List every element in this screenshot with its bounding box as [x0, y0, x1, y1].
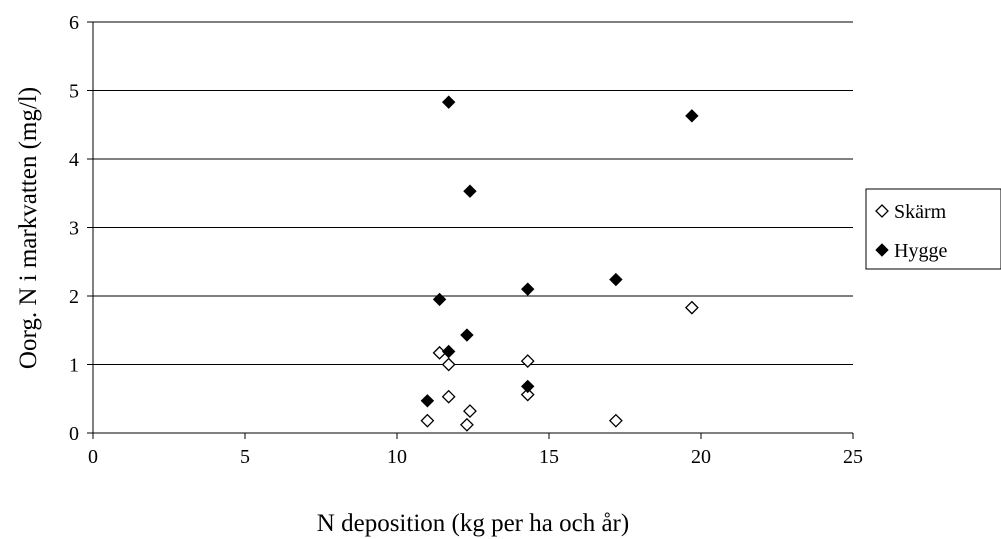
skarm-point — [441, 357, 456, 372]
skarm-point — [520, 354, 535, 368]
legend-label: Hygge — [894, 240, 947, 262]
x-tick-label: 25 — [843, 446, 863, 468]
hygge-point — [521, 282, 535, 296]
skarm-point — [420, 413, 435, 428]
x-tick-labels: 0 5 10 15 20 25 — [88, 446, 863, 468]
skarm-point — [520, 387, 535, 402]
hygge-point — [609, 272, 623, 287]
x-tick-label: 10 — [387, 446, 407, 468]
hygge-point — [432, 292, 447, 307]
hygge-point — [420, 394, 435, 408]
skarm-point — [441, 389, 456, 404]
y-tick-label: 3 — [69, 218, 79, 240]
legend-box — [865, 188, 1001, 270]
x-axis-title: N deposition (kg per ha och år) — [317, 510, 629, 537]
hygge-point — [441, 95, 456, 109]
y-tick-label: 0 — [69, 423, 79, 445]
legend: Skärm Hygge — [865, 188, 1001, 270]
y-axis-title: Oorg. N i markvatten (mg/l) — [15, 87, 42, 369]
data-points — [420, 95, 699, 432]
skarm-point — [463, 404, 477, 418]
x-tick-label: 20 — [691, 446, 711, 468]
axes — [87, 21, 854, 439]
y-tick-label: 1 — [69, 355, 79, 377]
skarm-point — [684, 300, 699, 315]
y-tick-label: 5 — [69, 81, 79, 103]
hygge-point — [685, 109, 699, 123]
y-tick-label: 4 — [69, 149, 79, 171]
y-tick-label: 6 — [69, 12, 79, 34]
x-tick-label: 5 — [240, 446, 250, 468]
hygge-point — [460, 328, 474, 342]
y-tick-labels: 0 1 2 3 4 5 6 — [69, 12, 79, 445]
skarm-point — [460, 417, 474, 432]
hygge-point — [463, 184, 477, 198]
hygge-point — [521, 379, 535, 394]
grid-lines — [93, 21, 853, 365]
x-tick-label: 15 — [539, 446, 559, 468]
hygge-point — [441, 344, 456, 359]
x-tick-label: 0 — [88, 446, 98, 468]
legend-marker-skarm — [875, 204, 889, 218]
y-tick-label: 2 — [69, 286, 79, 308]
legend-label: Skärm — [894, 201, 947, 223]
skarm-point — [608, 413, 623, 428]
legend-marker-hygge — [875, 243, 889, 257]
